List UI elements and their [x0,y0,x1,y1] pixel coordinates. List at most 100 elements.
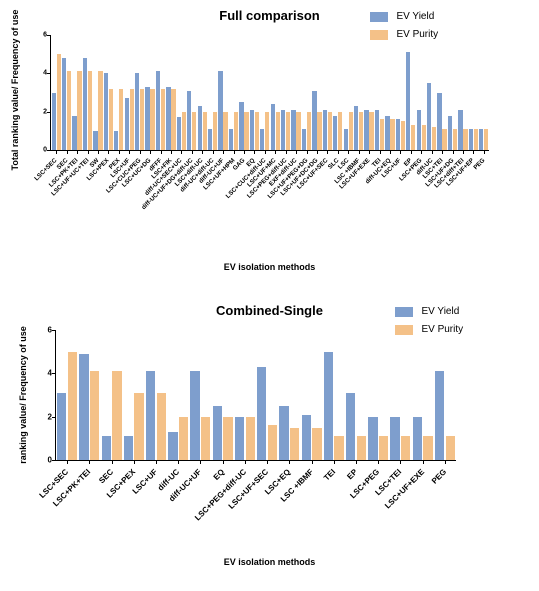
bar-purity [179,417,188,460]
bar-yield [324,352,333,460]
bar-yield [323,110,327,150]
bar-purity [234,112,238,150]
x-tick [356,460,357,464]
x-tick [445,460,446,464]
bar-purity [390,119,394,150]
y-tick-label: 4 [38,369,52,378]
chart2-y-label: ranking value/ Frequency of use [18,310,28,480]
bar-yield [229,129,233,150]
x-tick [327,150,328,154]
x-tick [108,150,109,154]
bar-yield [437,93,441,151]
x-tick [338,150,339,154]
bar-yield [469,129,473,150]
legend-row-yield: EV Yield [395,303,463,321]
bar-yield [114,131,118,150]
bar-yield [333,116,337,151]
bar-yield [250,110,254,150]
bar-yield [435,371,444,460]
bar-yield [368,417,377,460]
x-tick [192,150,193,154]
x-tick [140,150,141,154]
bar-purity [422,125,426,150]
chart2-plot-area: 0246LSC+SECLSC+PK+TEISECLSC+PEXLSC+UFdif… [55,330,456,461]
x-tick [400,150,401,154]
bar-yield [375,110,379,150]
x-tick [334,460,335,464]
bar-yield [427,83,431,150]
bar-purity [290,428,299,461]
bar-yield [260,129,264,150]
bar-purity [349,112,353,150]
bar-yield [354,106,358,150]
y-tick [47,73,51,74]
x-tick [156,460,157,464]
chart1-plot-area: 0246LSC+SECSECLSC+PK+TEILSC+UF+UC+TEISWL… [50,35,489,151]
bar-yield [235,417,244,460]
x-tick [200,460,201,464]
x-tick [119,150,120,154]
x-tick [265,150,266,154]
x-tick [56,150,57,154]
bar-purity [357,436,366,460]
x-tick [275,150,276,154]
bar-yield [218,71,222,150]
x-tick [213,150,214,154]
legend-label-yield: EV Yield [396,11,434,22]
x-tick [88,150,89,154]
bar-purity [98,71,102,150]
x-tick [98,150,99,154]
y-tick-label: 6 [33,32,47,39]
x-tick [77,150,78,154]
x-tick [463,150,464,154]
legend-swatch-yield [395,307,413,317]
chart1-title: Full comparison [0,8,539,23]
bar-purity [401,121,405,150]
x-tick [202,150,203,154]
bar-yield [104,73,108,150]
bar-yield [413,417,422,460]
chart1-y-label: Total ranking value/ Frequency of use [10,0,20,180]
bar-yield [479,129,483,150]
bar-yield [166,87,170,150]
bar-purity [109,89,113,150]
bar-purity [255,112,259,150]
bar-yield [72,116,76,151]
bar-purity [328,112,332,150]
bar-yield [198,106,202,150]
y-tick [47,150,51,151]
bar-purity [140,89,144,150]
x-tick [161,150,162,154]
bar-yield [124,436,133,460]
bar-purity [213,112,217,150]
bar-purity [119,89,123,150]
bar-yield [52,93,56,151]
bar-purity [307,112,311,150]
bar-purity [192,112,196,150]
bar-purity [134,393,143,460]
bar-yield [146,371,155,460]
bar-purity [171,89,175,150]
x-tick [286,150,287,154]
bar-purity [203,112,207,150]
bar-purity [90,371,99,460]
bar-yield [417,110,421,150]
bar-yield [125,98,129,150]
x-tick [234,150,235,154]
x-tick [245,460,246,464]
y-tick-label: 2 [38,412,52,421]
x-tick [289,460,290,464]
x-tick [244,150,245,154]
chart-combined-single: Combined-Single EV Yield EV Purity ranki… [0,295,539,591]
bar-yield [458,110,462,150]
x-tick [400,460,401,464]
bar-yield [83,58,87,150]
x-tick [484,150,485,154]
x-tick [453,150,454,154]
bar-yield [344,129,348,150]
legend-row-yield: EV Yield [370,8,438,26]
bar-purity [312,428,321,461]
bar-purity [442,129,446,150]
bar-purity [286,112,290,150]
y-tick-label: 6 [38,326,52,335]
